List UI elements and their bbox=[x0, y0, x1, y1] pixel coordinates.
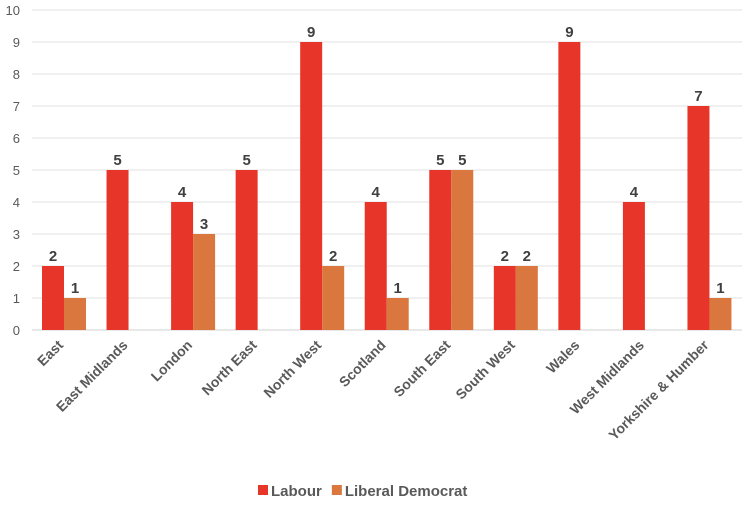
legend-swatch bbox=[258, 485, 268, 495]
y-tick-label: 9 bbox=[13, 35, 20, 50]
bar-liberal-democrat bbox=[193, 234, 216, 330]
data-label: 4 bbox=[178, 184, 187, 201]
bar-labour bbox=[558, 42, 581, 330]
y-tick-label: 7 bbox=[13, 99, 20, 114]
y-tick-label: 2 bbox=[13, 259, 20, 274]
bar-liberal-democrat bbox=[322, 266, 345, 330]
x-tick-label: North West bbox=[260, 337, 324, 401]
y-tick-label: 5 bbox=[13, 163, 20, 178]
x-tick-label: Wales bbox=[543, 337, 583, 377]
data-label: 1 bbox=[716, 280, 724, 297]
y-tick-label: 3 bbox=[13, 227, 20, 242]
bar-liberal-democrat bbox=[64, 298, 86, 330]
bar-liberal-democrat bbox=[515, 266, 538, 330]
y-tick-label: 8 bbox=[13, 67, 20, 82]
legend-label: Liberal Democrat bbox=[345, 483, 468, 500]
data-label: 5 bbox=[458, 152, 466, 169]
y-tick-label: 10 bbox=[6, 3, 20, 18]
bar-liberal-democrat bbox=[451, 170, 474, 330]
data-label: 9 bbox=[565, 24, 573, 41]
data-label: 5 bbox=[242, 152, 250, 169]
legend-swatch bbox=[331, 485, 342, 495]
x-tick-label: East bbox=[34, 337, 66, 369]
bar-labour bbox=[106, 170, 129, 330]
legend-label: Labour bbox=[271, 483, 322, 500]
bar-labour bbox=[622, 202, 645, 330]
bar-labour bbox=[429, 170, 452, 330]
bar-labour bbox=[235, 170, 258, 330]
bar-labour bbox=[171, 202, 194, 330]
data-label: 1 bbox=[71, 280, 79, 297]
y-tick-label: 6 bbox=[13, 131, 20, 146]
data-label: 9 bbox=[307, 24, 315, 41]
data-label: 1 bbox=[394, 280, 402, 297]
bar-labour bbox=[364, 202, 387, 330]
x-tick-label: North East bbox=[198, 337, 260, 399]
bar-liberal-democrat bbox=[709, 298, 732, 330]
bar-labour bbox=[42, 266, 64, 330]
x-tick-label: South East bbox=[390, 337, 453, 400]
bar-labour bbox=[493, 266, 516, 330]
x-tick-label: London bbox=[148, 337, 196, 385]
data-label: 4 bbox=[630, 184, 639, 201]
data-label: 7 bbox=[694, 88, 702, 105]
bar-liberal-democrat bbox=[386, 298, 409, 330]
y-tick-label: 0 bbox=[13, 323, 20, 338]
x-tick-label: Scotland bbox=[336, 337, 389, 390]
bar-labour bbox=[300, 42, 323, 330]
data-label: 2 bbox=[329, 248, 337, 265]
data-label: 5 bbox=[436, 152, 444, 169]
data-label: 2 bbox=[523, 248, 531, 265]
bar-labour bbox=[687, 106, 710, 330]
data-label: 2 bbox=[501, 248, 509, 265]
data-label: 5 bbox=[113, 152, 121, 169]
data-label: 2 bbox=[49, 248, 57, 265]
y-tick-label: 4 bbox=[13, 195, 20, 210]
data-label: 3 bbox=[200, 216, 208, 233]
data-label: 4 bbox=[372, 184, 381, 201]
y-tick-label: 1 bbox=[13, 291, 20, 306]
x-tick-label: South West bbox=[452, 337, 518, 403]
